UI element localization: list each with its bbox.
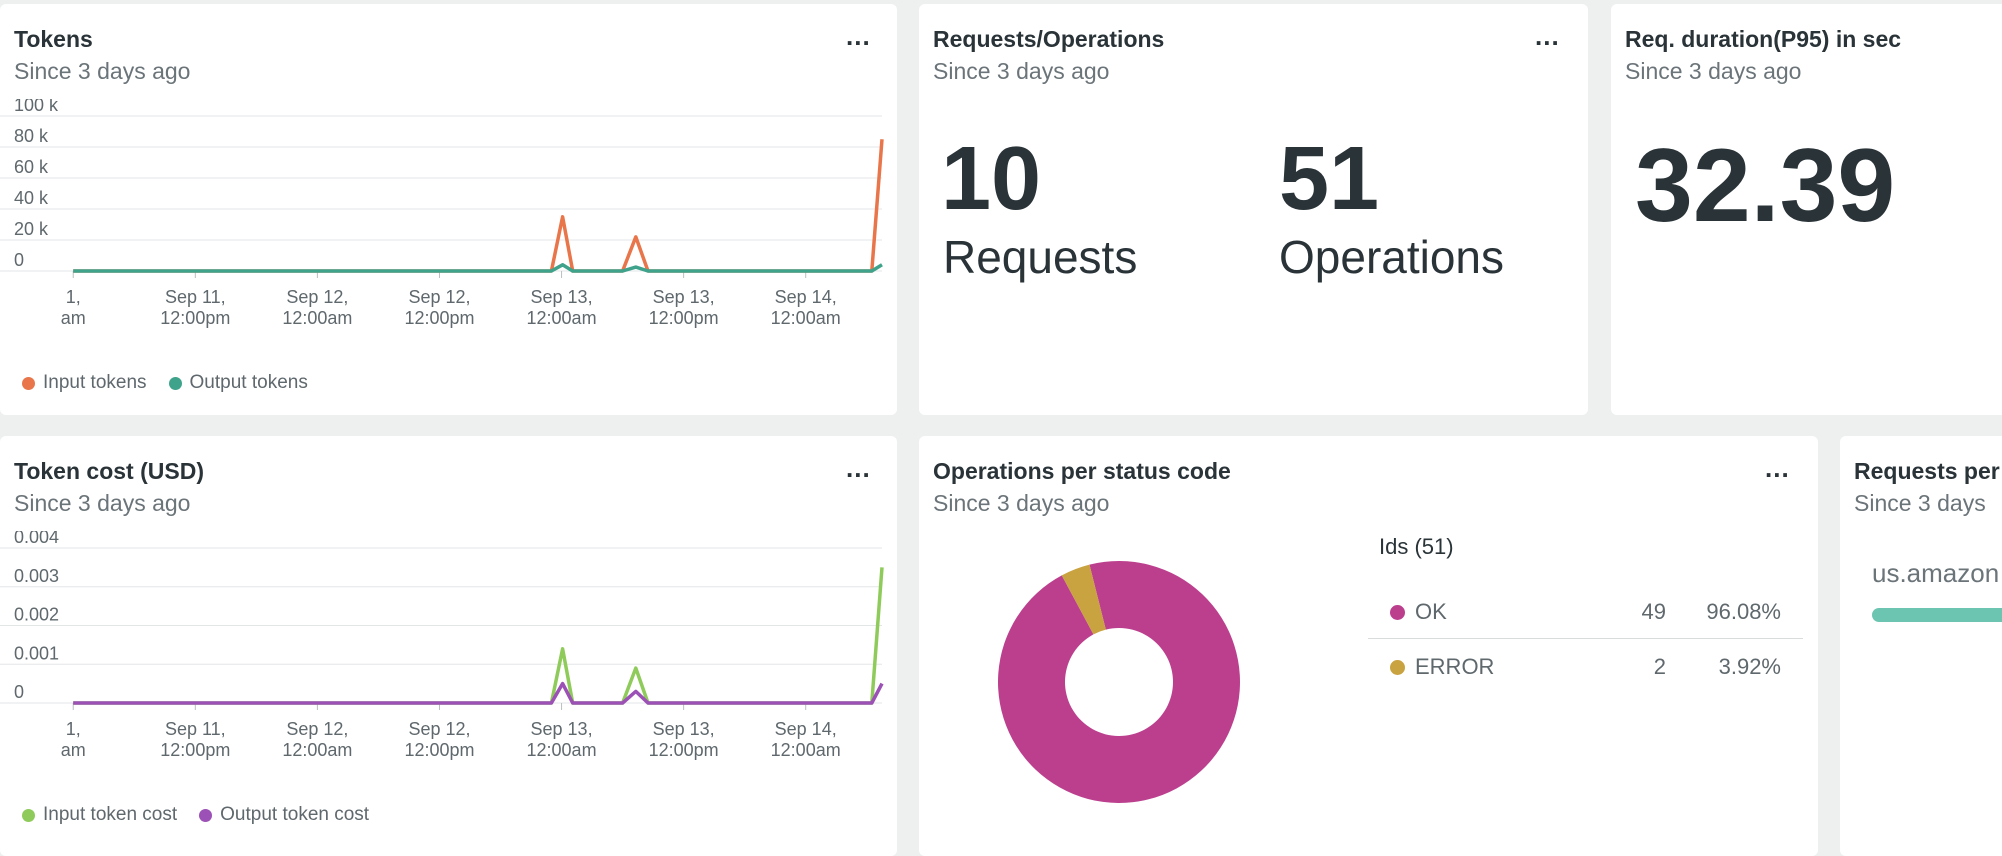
more-options-button[interactable]: ... (1765, 453, 1790, 483)
x-tick-label: Sep 11, 12:00pm (160, 719, 230, 760)
model-label: us.amazon (1872, 558, 2000, 588)
card-title: Operations per status code (933, 458, 1231, 484)
requests-operations-card: Requests/Operations Since 3 days ago ...… (919, 4, 1588, 415)
x-tick-label: Sep 13, 12:00am (527, 287, 597, 328)
legend-swatch (199, 808, 213, 822)
x-tick-label: Sep 13, 12:00am (527, 719, 597, 760)
legend-label: Output token cost (220, 804, 370, 825)
token-cost-line-chart: 0.004 0.003 0.002 0.001 0 1, am Sep 11, 12:00pm S… (0, 531, 884, 760)
y-tick-label: 0.004 (14, 531, 59, 547)
x-tick-label: Sep 13, 12:00pm (649, 287, 719, 328)
series-line[interactable] (73, 567, 884, 705)
status-count: 49 (1641, 599, 1666, 624)
status-donut-chart (998, 561, 1240, 803)
legend-item-input-tokens[interactable]: Input tokens (22, 372, 147, 394)
y-tick-label: 0 (14, 250, 24, 270)
status-name: OK (1415, 599, 1447, 624)
card-subtitle: Since 3 days ago (1625, 58, 1802, 84)
duration-value: 32.39 (1635, 128, 1896, 244)
y-tick-label: 20 k (14, 219, 49, 239)
series-line[interactable] (73, 681, 884, 705)
x-tick-label: Sep 12, 12:00pm (404, 287, 474, 328)
status-row-error[interactable]: ERROR 2 3.92% (1368, 641, 1803, 693)
y-tick-label: 60 k (14, 157, 49, 177)
y-tick-label: 0.003 (14, 566, 59, 586)
y-tick-label: 0.001 (14, 643, 59, 663)
legend-swatch (168, 376, 182, 390)
status-percent: 3.92% (1718, 654, 1781, 679)
series-line[interactable] (73, 139, 884, 273)
legend-label: Input token cost (43, 804, 178, 825)
status-swatch (1390, 659, 1405, 675)
request-duration-card: Req. duration(P95) in sec Since 3 days a… (1611, 4, 2002, 415)
x-tick-label: Sep 12, 12:00am (282, 287, 352, 328)
x-tick-label: Sep 14, 12:00am (771, 287, 841, 328)
donut-slice[interactable] (998, 561, 1240, 803)
card-subtitle: Since 3 days ago (933, 490, 1110, 516)
y-tick-label: 0 (14, 682, 24, 702)
card-title: Token cost (USD) (14, 458, 204, 484)
operations-count: 51 (1279, 129, 1380, 229)
x-tick-label: 1, am (61, 287, 86, 328)
more-options-button[interactable]: ... (846, 453, 871, 483)
series-line[interactable] (73, 263, 883, 273)
card-title: Req. duration(P95) in sec (1625, 26, 1902, 52)
status-percent: 96.08% (1706, 599, 1781, 624)
legend-label: Input tokens (43, 372, 147, 393)
more-options-button[interactable]: ... (1535, 21, 1560, 51)
status-row-ok[interactable]: OK 49 96.08% (1368, 586, 1803, 639)
token-cost-card: Token cost (USD) Since 3 days ago ... 0.… (0, 436, 897, 856)
donut-slice[interactable] (1061, 564, 1106, 635)
chart-legend: Input tokens Output tokens (22, 372, 308, 394)
x-tick-label: 1, am (61, 719, 86, 760)
x-tick-label: Sep 14, 12:00am (771, 719, 841, 760)
card-subtitle: Since 3 days (1854, 490, 1986, 516)
x-tick-label: Sep 12, 12:00pm (404, 719, 474, 760)
tokens-line-chart: 100 k 80 k 60 k 40 k 20 k 0 1, am Sep 11, 12:00pm… (0, 99, 884, 328)
y-tick-label: 0.002 (14, 605, 59, 625)
tokens-card: Tokens Since 3 days ago ... 100 k 80 k 60 … (0, 4, 897, 415)
model-bar[interactable] (1872, 608, 2002, 622)
legend-label: Output tokens (189, 372, 308, 393)
x-tick-label: Sep 13, 12:00pm (649, 719, 719, 760)
status-count: 2 (1653, 654, 1666, 679)
card-subtitle: Since 3 days ago (14, 58, 191, 84)
legend-item-output-token-cost[interactable]: Output token cost (199, 804, 369, 826)
card-subtitle: Since 3 days ago (933, 58, 1110, 84)
x-tick-label: Sep 11, 12:00pm (160, 287, 230, 328)
status-code-card: Operations per status code Since 3 days … (919, 436, 1818, 856)
card-title: Requests per (1854, 458, 2000, 484)
card-title: Requests/Operations (933, 26, 1165, 52)
status-swatch (1390, 604, 1405, 620)
more-options-button[interactable]: ... (846, 21, 871, 51)
card-title: Tokens (14, 26, 93, 52)
legend-swatch (22, 376, 35, 390)
y-tick-label: 80 k (14, 126, 49, 146)
y-tick-label: 100 k (14, 99, 59, 115)
x-tick-label: Sep 12, 12:00am (282, 719, 352, 760)
legend-item-input-token-cost[interactable]: Input token cost (22, 804, 177, 826)
legend-item-output-tokens[interactable]: Output tokens (168, 372, 308, 394)
operations-label: Operations (1279, 231, 1505, 283)
status-name: ERROR (1415, 654, 1495, 679)
status-table-header: Ids (51) (1379, 534, 1454, 559)
requests-count: 10 (941, 129, 1042, 229)
legend-swatch (22, 808, 35, 822)
requests-label: Requests (943, 231, 1138, 283)
y-tick-label: 40 k (14, 188, 49, 208)
card-subtitle: Since 3 days ago (14, 490, 191, 516)
requests-per-model-card: Requests per Since 3 days us.amazon (1840, 436, 2002, 856)
chart-legend: Input token cost Output token cost (22, 804, 369, 826)
